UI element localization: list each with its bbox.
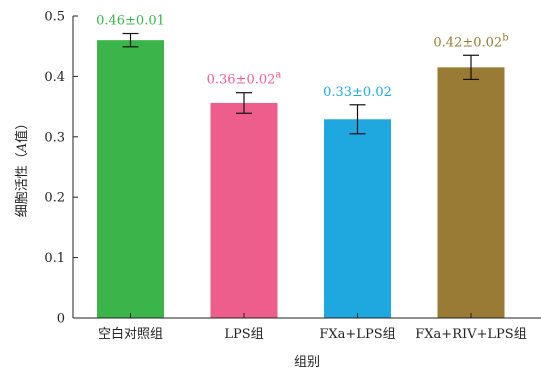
error-bar bbox=[236, 92, 252, 114]
x-tick-label: 空白对照组 bbox=[98, 326, 163, 342]
x-axis-title: 组别 bbox=[294, 355, 320, 370]
x-tick-label: FXa+LPS组 bbox=[319, 327, 395, 342]
data-label: 0.42±0.02b bbox=[433, 32, 508, 50]
y-axis-title-part-1: 细胞活性（ bbox=[15, 152, 30, 217]
y-axis-title: 细胞活性（A值） bbox=[14, 117, 30, 217]
significance-superscript: a bbox=[275, 70, 281, 81]
y-tick-label: 0 bbox=[57, 312, 65, 327]
error-bar bbox=[463, 54, 479, 81]
bar bbox=[210, 102, 278, 318]
y-tick-label: 0.2 bbox=[44, 191, 65, 206]
x-tick-labels: 空白对照组 LPS组 FXa+LPS组 FXa+RIV+LPS组 bbox=[98, 313, 527, 342]
x-tick-label: FXa+RIV+LPS组 bbox=[415, 327, 526, 342]
data-label: 0.33±0.02 bbox=[323, 85, 392, 100]
y-axis-title-italic-a: A bbox=[15, 143, 30, 153]
y-tick-label: 0.4 bbox=[44, 70, 65, 85]
bar bbox=[97, 40, 164, 318]
bar bbox=[437, 67, 505, 318]
data-label: 0.46±0.01 bbox=[96, 14, 165, 29]
axes bbox=[72, 16, 541, 319]
error-bar bbox=[122, 32, 139, 48]
data-label: 0.36±0.02a bbox=[207, 70, 282, 88]
x-tick-label: LPS组 bbox=[224, 327, 263, 342]
y-axis-title-part-2: 值） bbox=[14, 117, 30, 143]
y-tick-label: 0.1 bbox=[44, 251, 65, 266]
y-tick-label: 0.3 bbox=[44, 130, 65, 145]
plot-area: 0.46±0.01 0.36±0.02a 0.33±0.02 0.42±0.02b bbox=[96, 14, 509, 318]
significance-superscript: b bbox=[502, 32, 508, 43]
bar bbox=[324, 119, 391, 318]
y-ticks: 0 0.1 0.2 0.3 0.4 0.5 bbox=[44, 10, 78, 327]
y-tick-label: 0.5 bbox=[44, 10, 65, 25]
error-bar bbox=[349, 104, 366, 135]
